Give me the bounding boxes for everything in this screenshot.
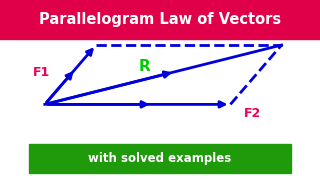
Text: Parallelogram Law of Vectors: Parallelogram Law of Vectors — [39, 12, 281, 27]
Text: with solved examples: with solved examples — [88, 152, 232, 165]
Text: F2: F2 — [244, 107, 261, 120]
Text: R: R — [139, 59, 151, 74]
Text: F1: F1 — [33, 66, 50, 79]
Bar — [0, 0, 320, 39]
Bar — [29, 144, 291, 173]
